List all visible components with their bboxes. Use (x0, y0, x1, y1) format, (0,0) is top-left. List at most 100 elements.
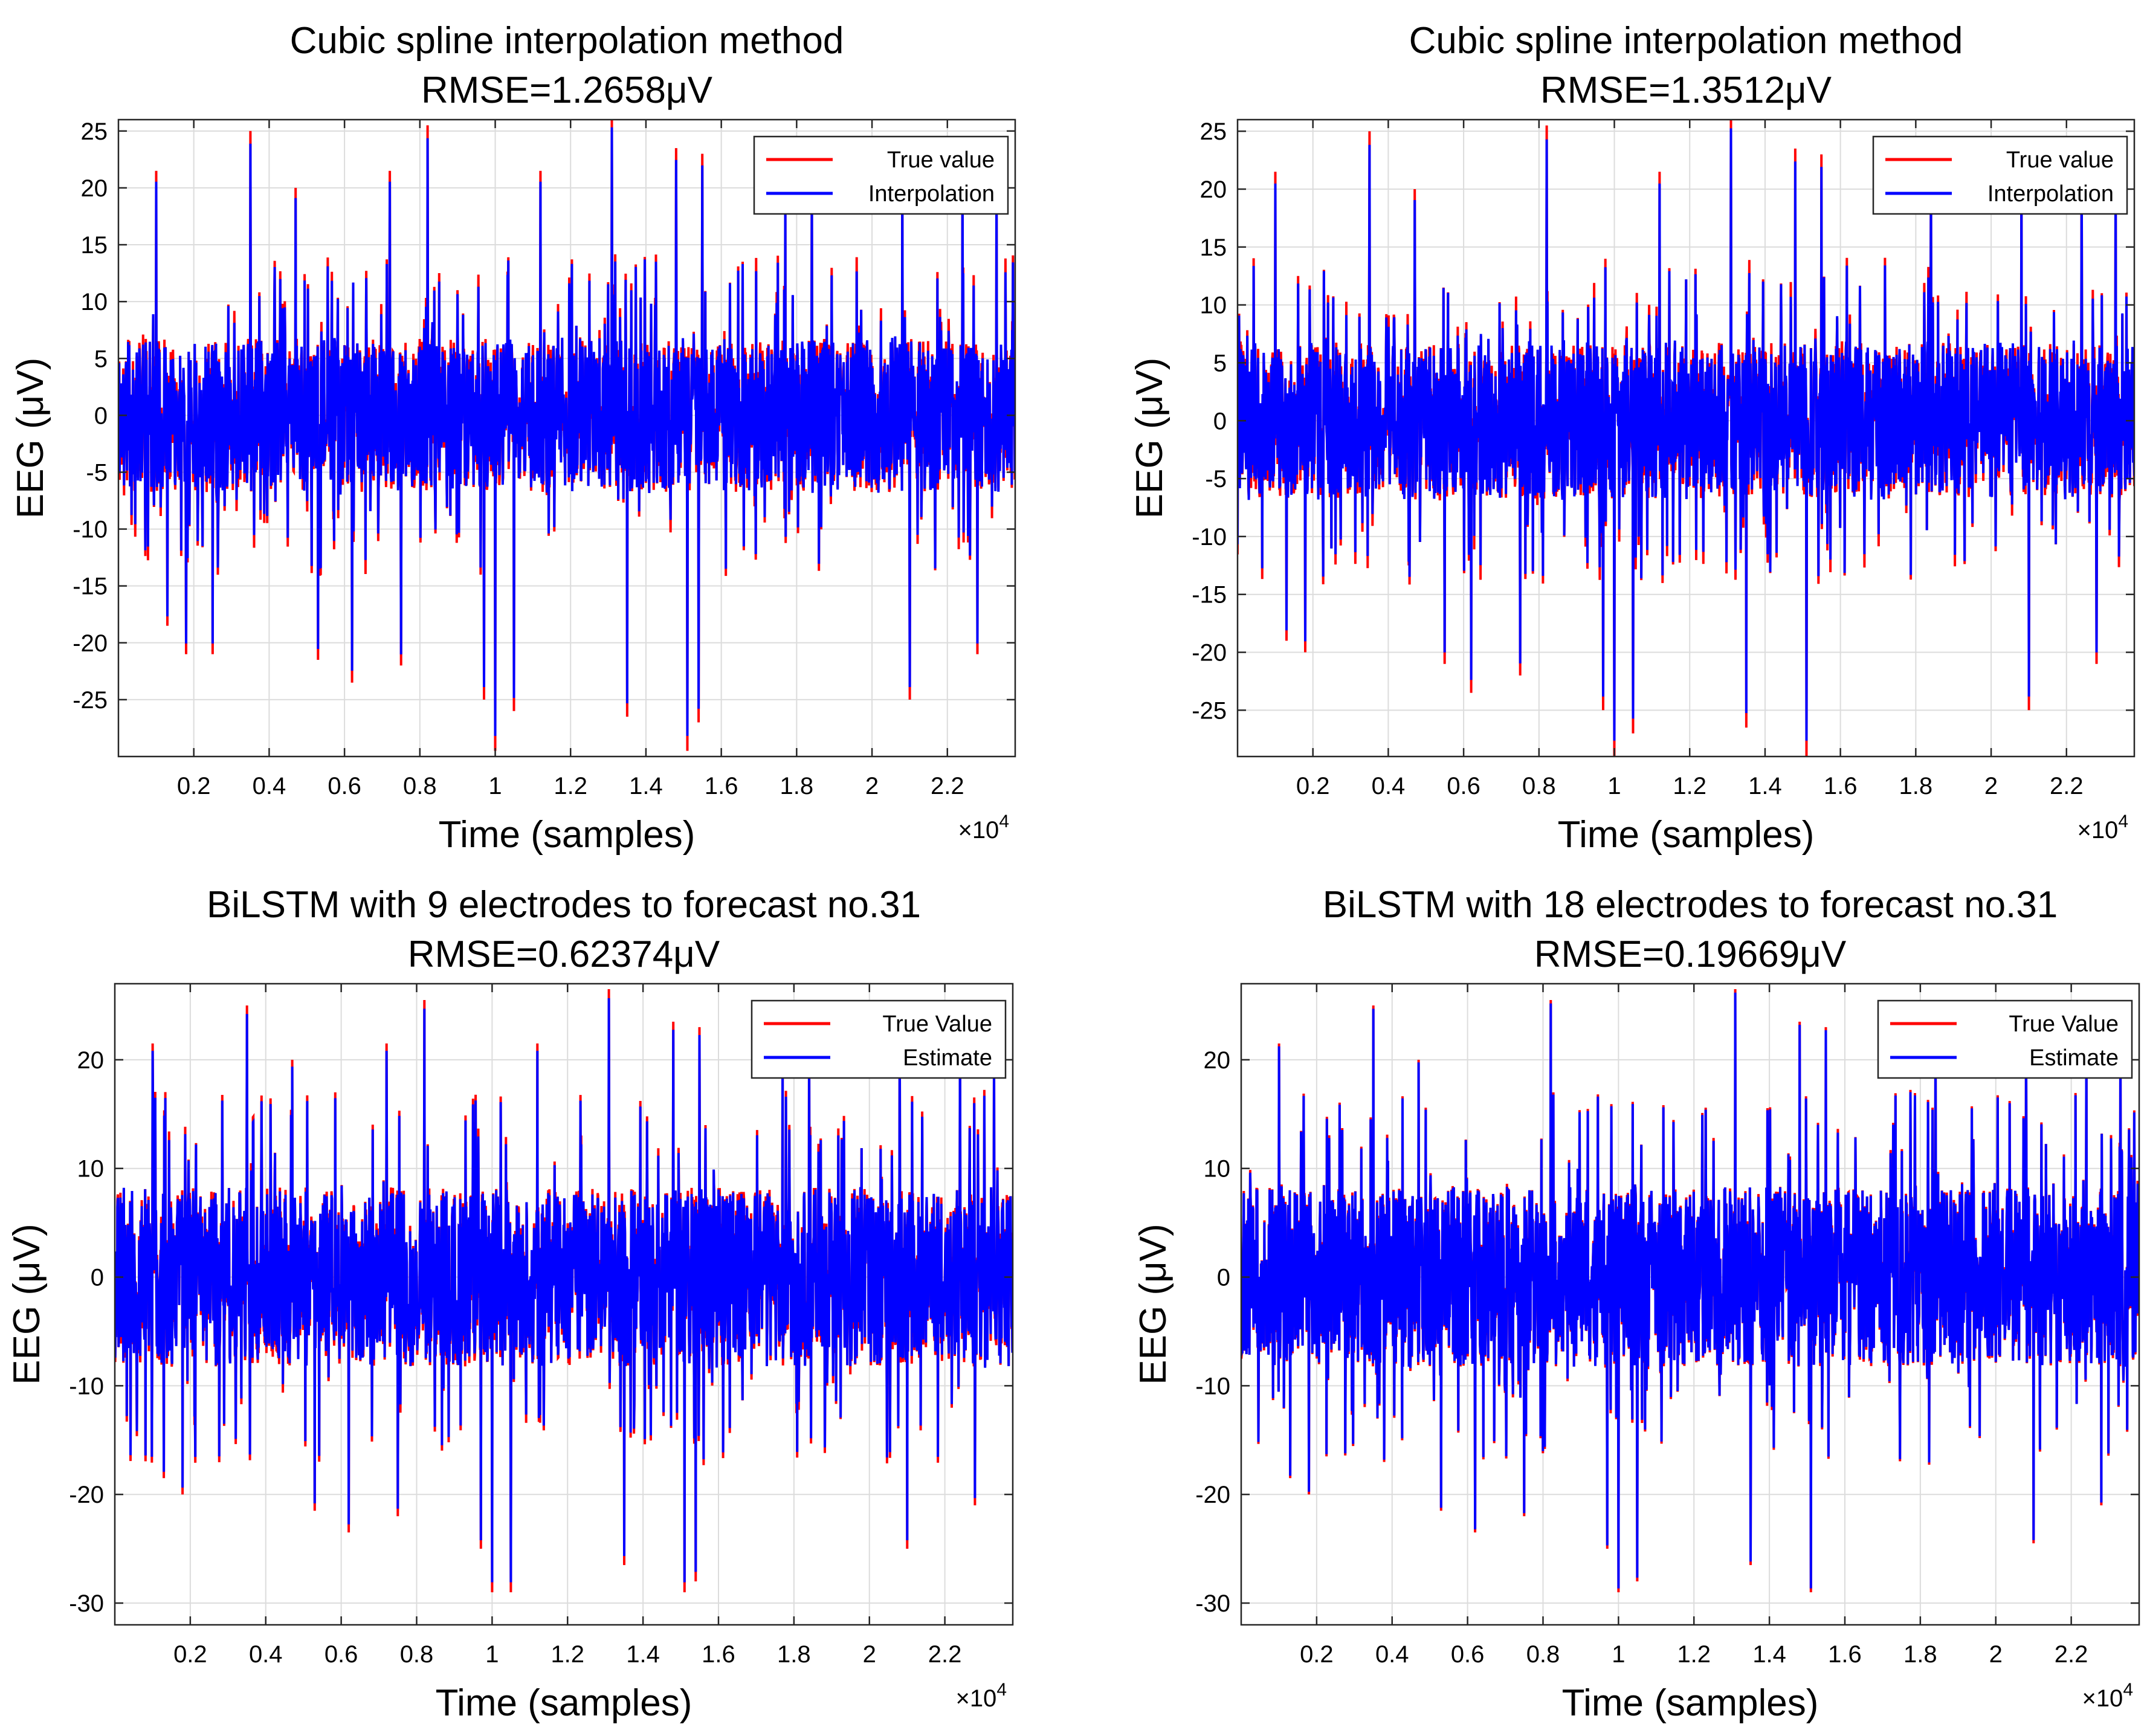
y-tick-label: 10 (77, 1156, 105, 1183)
tick-marks (1238, 120, 2134, 757)
legend-entry-label: Estimate (2029, 1045, 2119, 1071)
x-tick-label: 0.6 (328, 773, 361, 799)
series-line-estimate (115, 998, 1013, 1583)
legend-entry-label: Estimate (903, 1045, 992, 1071)
legend-entry-label: True Value (882, 1012, 992, 1037)
y-tick-label: 15 (1200, 234, 1227, 261)
x-tick-label: 2.2 (931, 773, 964, 799)
chart-panel-4: BiLSTM with 18 electrodes to forecast no… (1132, 884, 2140, 1724)
legend-box (753, 135, 1009, 215)
x-axis-label: Time (samples) (439, 814, 696, 856)
y-axis-label: EEG (μV) (6, 1224, 48, 1385)
axes-box (1236, 118, 2136, 758)
x-tick-label: 0.6 (1447, 773, 1480, 799)
x-tick-label: 2 (863, 1641, 876, 1668)
y-tick-label: 0 (1217, 1265, 1230, 1291)
x-tick-label: 1.6 (702, 1641, 735, 1668)
y-tick-label: 0 (94, 402, 108, 429)
chart-panel-1: Cubic spline interpolation method RMSE=1.… (10, 20, 1016, 856)
x-tick-label: 1.4 (1748, 773, 1782, 799)
x-tick-label: 1.6 (1828, 1641, 1862, 1668)
x-axis-label: Time (samples) (1558, 814, 1815, 856)
y-tick-label: 20 (77, 1047, 105, 1074)
x-tick-label: 0.8 (400, 1641, 434, 1668)
x-tick-label: 1.8 (777, 1641, 811, 1668)
x-tick-label: 1.4 (626, 1641, 660, 1668)
legend[interactable]: True Value Estimate (751, 999, 1007, 1079)
chart-subtitle-rmse: RMSE=1.3512μV (1540, 69, 1832, 111)
y-tick-label: -20 (1195, 1482, 1230, 1508)
y-tick-label: -30 (69, 1590, 104, 1617)
legend[interactable]: True value Interpolation (1872, 135, 2128, 215)
axes-box (114, 983, 1014, 1626)
x-tick-label: 1.4 (1752, 1641, 1786, 1668)
y-tick-label: -25 (73, 687, 108, 714)
chart-panel-3: BiLSTM with 9 electrodes to forecast no.… (6, 884, 1014, 1724)
y-tick-label: 15 (81, 232, 108, 259)
x-exponent-label: ×104 (2077, 812, 2128, 844)
y-tick-label: 5 (1213, 350, 1227, 376)
y-tick-label: 25 (1200, 118, 1227, 145)
x-exponent-power: 4 (2123, 1680, 2133, 1700)
x-tick-label: 1.2 (550, 1641, 584, 1668)
x-tick-label: 1 (1607, 773, 1621, 799)
y-tick-label: 20 (1200, 176, 1227, 203)
legend[interactable]: True Value Estimate (1877, 999, 2133, 1079)
x-exponent-power: 4 (996, 1680, 1007, 1700)
chart-subtitle-rmse: RMSE=1.2658μV (421, 69, 713, 111)
x-tick-label: 0.6 (1451, 1641, 1485, 1668)
x-tick-label: 0.8 (1522, 773, 1556, 799)
x-tick-label: 1 (485, 1641, 499, 1668)
y-tick-label: 0 (91, 1265, 104, 1291)
x-tick-label: 1.8 (780, 773, 814, 799)
x-tick-label: 2 (1989, 1641, 2003, 1668)
y-tick-label: 25 (81, 118, 108, 145)
x-tick-label: 0.8 (403, 773, 437, 799)
x-tick-label: 0.6 (324, 1641, 358, 1668)
x-exponent-label: ×104 (958, 812, 1009, 844)
legend-entry-label: Interpolation (868, 181, 995, 207)
x-tick-label: 1 (1612, 1641, 1625, 1668)
y-axis-label: EEG (μV) (1132, 1224, 1174, 1385)
x-exponent-base: ×10 (958, 817, 999, 844)
x-tick-label: 1.4 (629, 773, 663, 799)
x-tick-label: 2.2 (2050, 773, 2084, 799)
y-tick-label: 20 (1204, 1047, 1231, 1074)
x-exponent-power: 4 (999, 812, 1009, 831)
series-line-estimate (1241, 992, 2139, 1589)
x-tick-label: 2 (1984, 773, 1998, 799)
x-tick-label: 0.2 (177, 773, 211, 799)
legend[interactable]: True value Interpolation (753, 135, 1009, 215)
y-tick-label: -10 (1195, 1373, 1230, 1399)
legend-box (1877, 999, 2133, 1079)
x-tick-label: 0.8 (1526, 1641, 1560, 1668)
x-tick-label: 1.8 (1903, 1641, 1937, 1668)
x-tick-label: 0.4 (253, 773, 286, 799)
chart-title: Cubic spline interpolation method (1409, 20, 1963, 62)
y-tick-label: 20 (81, 175, 108, 202)
y-tick-label: 0 (1213, 408, 1227, 434)
x-tick-label: 1.2 (1673, 773, 1706, 799)
x-tick-label: 2 (865, 773, 879, 799)
legend-box (751, 999, 1007, 1079)
x-tick-label: 1 (488, 773, 502, 799)
y-tick-label: 5 (94, 346, 108, 372)
chart-subtitle-rmse: RMSE=0.19669μV (1534, 934, 1847, 975)
legend-box (1872, 135, 2128, 215)
x-tick-label: 0.2 (1300, 1641, 1334, 1668)
x-axis-label: Time (samples) (436, 1682, 693, 1724)
y-tick-label: -10 (69, 1373, 104, 1399)
x-tick-label: 2.2 (928, 1641, 962, 1668)
y-tick-label: -25 (1192, 697, 1227, 724)
y-axis-label: EEG (μV) (10, 358, 51, 519)
y-tick-label: -15 (1192, 582, 1227, 608)
series-line-estimate (1238, 128, 2134, 741)
y-axis-label: EEG (μV) (1129, 358, 1170, 519)
chart-title: BiLSTM with 18 electrodes to forecast no… (1323, 884, 2058, 926)
y-tick-label: -10 (73, 517, 108, 543)
x-exponent-base: ×10 (2082, 1685, 2123, 1712)
y-tick-label: -5 (86, 459, 108, 486)
chart-title: Cubic spline interpolation method (290, 20, 844, 62)
x-tick-label: 0.2 (173, 1641, 207, 1668)
